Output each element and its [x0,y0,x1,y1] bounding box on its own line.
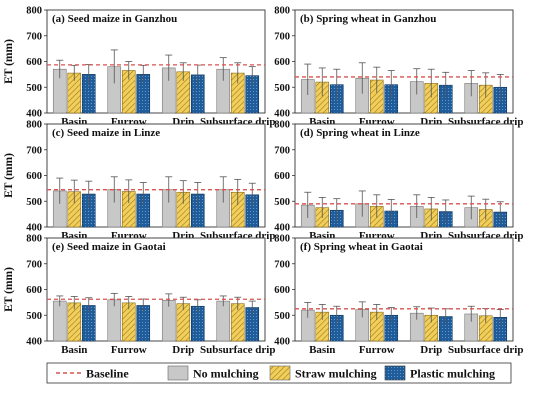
y-tick-label: 800 [274,6,290,17]
y-tick-label: 700 [274,259,290,270]
y-tick-label: 600 [274,57,290,68]
category-label-basin: Basin [309,344,335,356]
y-axis-label: ET (mm) [3,39,15,84]
panel-title: (f) Spring wheat in Gaotai [300,241,423,253]
legend-no-mulching-swatch [167,365,189,381]
legend-plastic-mulching-label: Plastic mulching [410,367,495,381]
category-label-furrow: Furrow [359,344,395,356]
y-tick-label: 600 [26,57,42,68]
legend-straw-mulching-label: Straw mulching [295,367,377,381]
category-label-subsurface-drip: Subsurface drip [448,344,524,356]
y-tick-label: 500 [274,311,290,322]
y-tick-label: 600 [26,171,42,182]
panel-3: 400 500 600 700 800 ET (mm) (c) Seed maize in … [3,120,276,243]
panel-title: (d) Spring wheat in Linze [300,127,420,139]
y-tick-label: 600 [274,285,290,296]
y-axis-label: ET (mm) [3,267,15,312]
y-tick-label: 600 [274,171,290,182]
y-tick-label: 700 [26,259,42,270]
panel-title: (c) Seed maize in Linze [52,127,160,139]
bar-no-mulching-subsurface-drip [216,300,231,342]
y-tick-label: 800 [26,6,42,17]
panel-title: (b) Spring wheat in Ganzhou [300,13,436,25]
panel-title: (e) Seed maize in Gaotai [52,241,166,253]
category-label-drip: Drip [172,344,194,356]
panel-4: 400 500 600 700 800 (d) Spring wheat in Linze… [274,120,523,243]
y-tick-label: 500 [26,197,42,208]
y-tick-label: 800 [274,120,290,131]
panels-group: 400 500 600 700 800 ET (mm) (a) Seed maize in … [3,6,524,357]
y-tick-label: 400 [274,223,290,234]
y-tick-label: 700 [26,145,42,156]
y-tick-label: 400 [274,337,290,348]
y-tick-label: 700 [26,31,42,42]
legend-plastic-mulching-swatch [384,365,406,381]
y-tick-label: 400 [274,109,290,120]
legend-no-mulching-label: No mulching [193,367,259,381]
panel-5: 400 500 600 700 800 ET (mm) (e) Seed maize in … [3,234,276,357]
category-label-basin: Basin [61,344,87,356]
panel-6: 400 500 600 700 800 (f) Spring wheat in Gaota… [274,234,523,357]
category-label-furrow: Furrow [111,344,147,356]
y-tick-label: 800 [26,120,42,131]
panel-1: 400 500 600 700 800 ET (mm) (a) Seed maize in … [3,6,276,129]
y-tick-label: 600 [26,285,42,296]
y-tick-label: 500 [26,311,42,322]
legend-baseline-label: Baseline [86,367,129,381]
legend: Baseline No mulching Straw mulching Plas… [46,362,512,384]
panel-title: (a) Seed maize in Ganzhou [52,13,177,25]
y-tick-label: 400 [26,223,42,234]
category-label-drip: Drip [420,344,442,356]
panel-2: 400 500 600 700 800 (b) Spring wheat in Ganzh… [274,6,523,129]
y-tick-label: 700 [274,145,290,156]
y-tick-label: 500 [26,83,42,94]
y-tick-label: 500 [274,83,290,94]
bar-no-mulching-basin [52,300,67,342]
y-tick-label: 800 [274,234,290,245]
legend-straw-mulching-swatch [269,365,291,381]
y-tick-label: 500 [274,197,290,208]
y-tick-label: 800 [26,234,42,245]
y-tick-label: 400 [26,109,42,120]
y-axis-label: ET (mm) [3,153,15,198]
category-label-subsurface-drip: Subsurface drip [200,344,276,356]
y-tick-label: 400 [26,337,42,348]
y-tick-label: 700 [274,31,290,42]
